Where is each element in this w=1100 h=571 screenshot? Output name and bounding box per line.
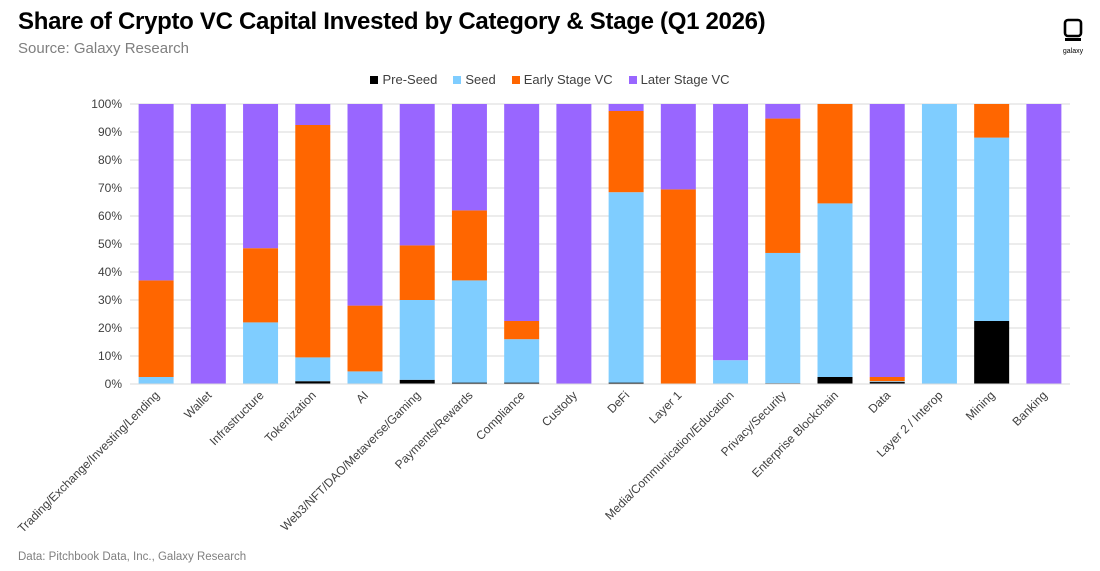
bar-early-stage-vc-mining [974,104,1010,138]
x-tick-label: AI [353,388,371,406]
bar-pre-seed-compliance [504,382,540,384]
legend-item-pre-seed: Pre-Seed [370,72,437,87]
bar-early-stage-vc-enterprise-blockchain [817,104,853,204]
bar-later-stage-vc-layer-1 [660,104,696,190]
y-tick-label: 30% [98,293,122,307]
y-tick-label: 60% [98,209,122,223]
legend-swatch [453,75,462,84]
chart-legend: Pre-Seed Seed Early Stage VC Later Stage VC [0,72,1100,87]
bar-later-stage-vc-web3-nft-dao-metaverse-gaming [399,104,435,246]
legend-item-early-stage-vc: Early Stage VC [511,72,613,87]
x-tick-label: Compliance [473,388,528,443]
bar-early-stage-vc-infrastructure [243,248,279,323]
bar-seed-web3-nft-dao-metaverse-gaming [399,300,435,380]
bar-later-stage-vc-custody [556,104,592,384]
bar-early-stage-vc-ai [347,305,383,372]
bar-seed-enterprise-blockchain [817,203,853,377]
bar-seed-defi [608,192,644,383]
bar-early-stage-vc-payments-rewards [451,210,487,281]
legend-label: Early Stage VC [523,72,613,87]
bar-pre-seed-tokenization [295,381,331,384]
bar-early-stage-vc-tokenization [295,125,331,358]
bar-later-stage-vc-payments-rewards [451,104,487,211]
x-tick-label: Custody [539,388,580,429]
bar-later-stage-vc-banking [1026,104,1062,384]
logo-text: galaxy [1062,48,1084,55]
x-tick-label: Mining [963,388,998,423]
bar-seed-privacy-security [765,252,801,384]
bar-later-stage-vc-media-communication-education [713,104,749,361]
y-tick-label: 10% [98,349,122,363]
x-tick-label: Enterprise Blockchain [749,388,841,480]
x-tick-label: DeFi [604,388,632,416]
x-tick-label: Wallet [181,388,215,422]
legend-label: Pre-Seed [382,72,438,87]
y-tick-label: 20% [98,321,122,335]
bar-early-stage-vc-trading-exchange-investing-lending [138,280,174,377]
bar-later-stage-vc-defi [608,104,644,111]
x-tick-label: Infrastructure [207,388,267,448]
x-tick-label: Tokenization [262,388,319,445]
bar-seed-data [869,381,905,383]
chart-footer: Data: Pitchbook Data, Inc., Galaxy Resea… [18,551,247,563]
bar-later-stage-vc-wallet [190,104,226,384]
bar-later-stage-vc-compliance [504,104,540,321]
bar-seed-media-communication-education [713,360,749,384]
bar-later-stage-vc-privacy-security [765,104,801,119]
y-tick-label: 70% [98,181,122,195]
x-tick-label: Banking [1009,388,1050,429]
bar-early-stage-vc-privacy-security [765,118,801,253]
legend-item-later-stage-vc: Later Stage VC [628,72,730,87]
legend-swatch [370,75,379,84]
bar-early-stage-vc-web3-nft-dao-metaverse-gaming [399,245,435,300]
galaxy-logo-icon [1063,18,1083,41]
y-tick-label: 40% [98,265,122,279]
bar-seed-layer-2-interop [921,104,957,384]
y-tick-label: 0% [105,377,123,391]
y-tick-label: 50% [98,237,122,251]
bar-seed-compliance [504,339,540,383]
legend-swatch [628,75,637,84]
bar-early-stage-vc-layer-1 [660,189,696,384]
bar-seed-payments-rewards [451,280,487,383]
legend-item-seed: Seed [453,72,496,87]
bar-seed-trading-exchange-investing-lending [138,377,174,384]
bar-later-stage-vc-tokenization [295,104,331,125]
x-tick-label: Data [866,388,894,416]
chart-subtitle: Source: Galaxy Research [18,40,189,57]
y-tick-label: 100% [91,97,122,111]
y-tick-label: 90% [98,125,122,139]
bar-seed-ai [347,371,383,384]
bar-seed-tokenization [295,357,331,382]
bar-pre-seed-data [869,382,905,384]
bar-pre-seed-web3-nft-dao-metaverse-gaming [399,379,435,384]
legend-label: Later Stage VC [640,72,730,87]
bar-pre-seed-defi [608,382,644,384]
bar-seed-mining [974,137,1010,321]
legend-label: Seed [465,72,496,87]
bar-later-stage-vc-trading-exchange-investing-lending [138,104,174,281]
bar-early-stage-vc-data [869,377,905,382]
galaxy-logo: galaxy [1058,18,1088,55]
bar-later-stage-vc-ai [347,104,383,306]
legend-swatch [511,75,520,84]
bar-early-stage-vc-compliance [504,321,540,340]
bar-pre-seed-enterprise-blockchain [817,377,853,384]
bar-pre-seed-mining [974,321,1010,384]
bar-later-stage-vc-infrastructure [243,104,279,249]
chart-title: Share of Crypto VC Capital Invested by C… [18,8,766,35]
bar-seed-infrastructure [243,322,279,384]
y-tick-label: 80% [98,153,122,167]
bar-later-stage-vc-data [869,104,905,377]
x-tick-label: Trading/Exchange/Investing/Lending [15,388,162,535]
x-tick-label: Layer 1 [646,388,684,426]
bar-pre-seed-payments-rewards [451,382,487,384]
bar-early-stage-vc-defi [608,111,644,193]
